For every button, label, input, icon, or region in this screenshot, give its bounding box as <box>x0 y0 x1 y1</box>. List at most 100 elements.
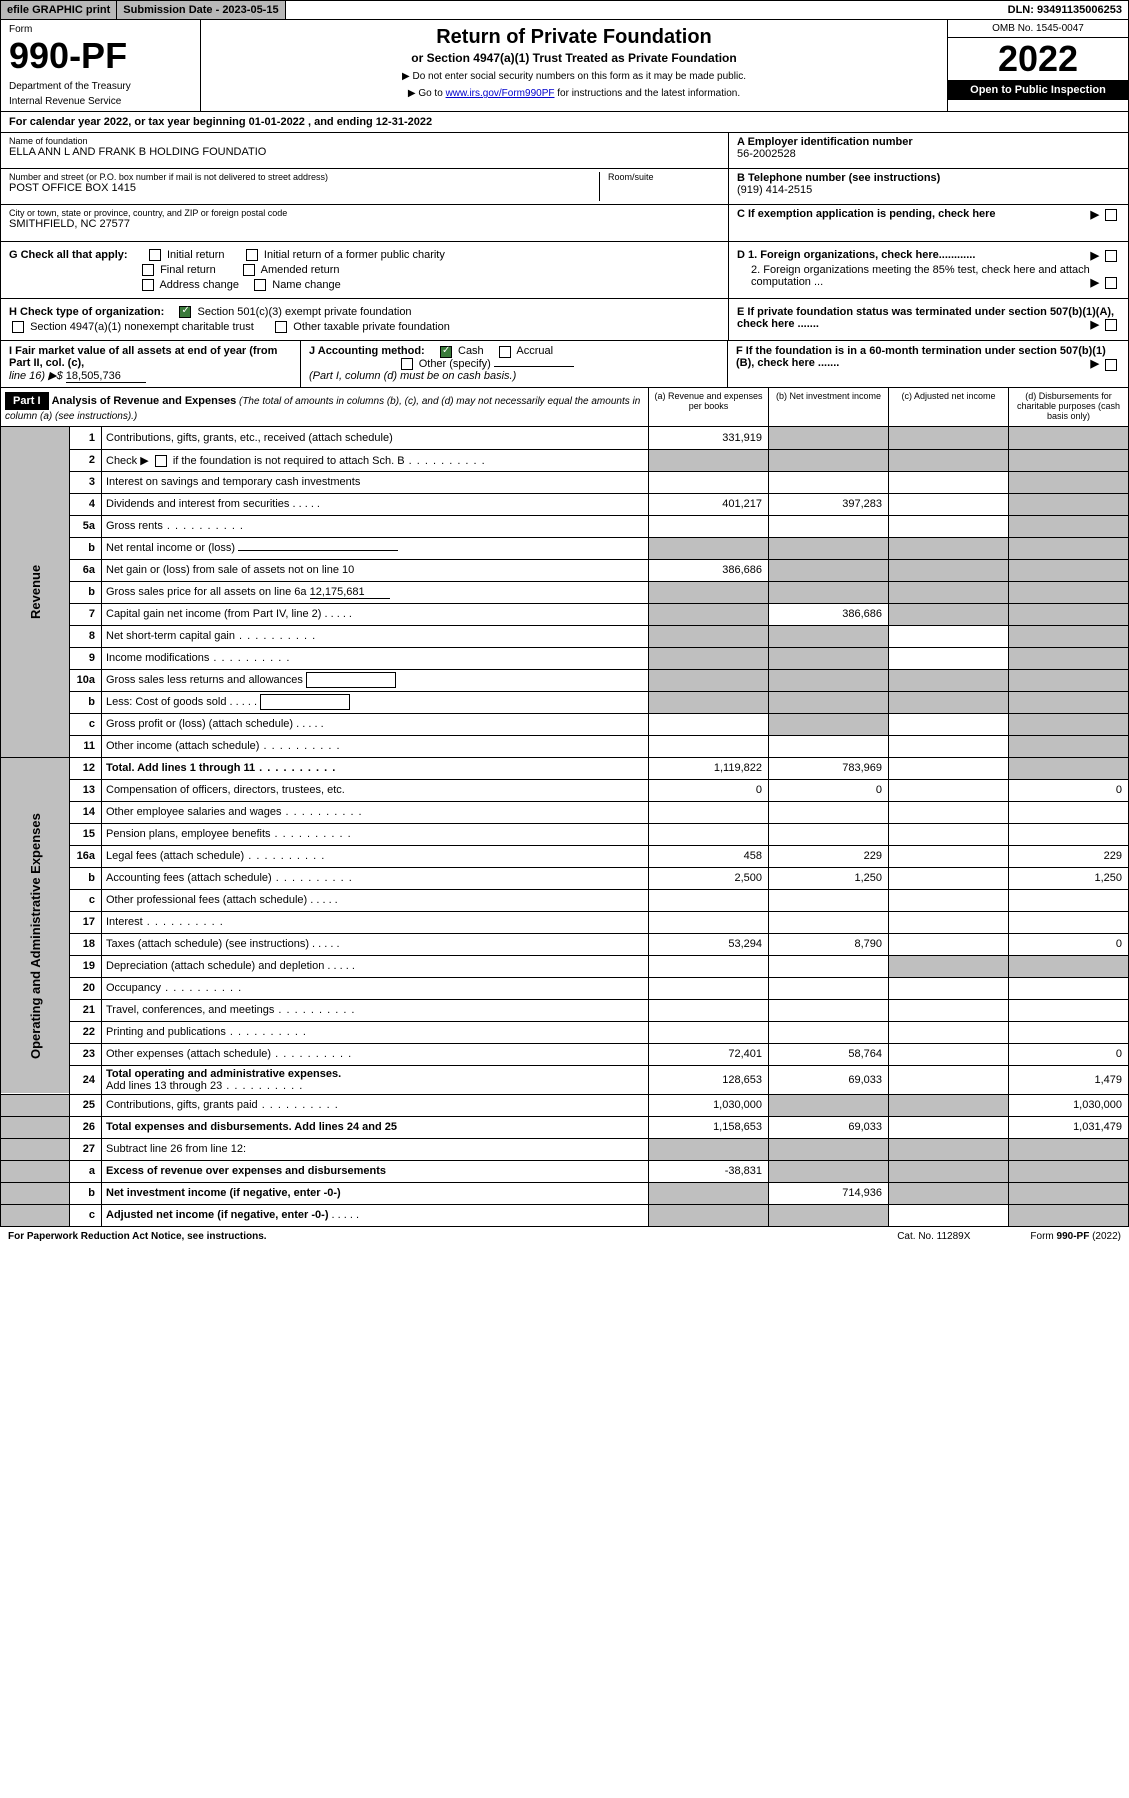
d2-label: 2. Foreign organizations meeting the 85%… <box>751 264 1090 288</box>
l7-desc: Capital gain net income (from Part IV, l… <box>106 608 321 620</box>
instr2-post: for instructions and the latest informat… <box>554 88 740 99</box>
form-number: 990-PF <box>9 35 192 77</box>
addr-change-checkbox[interactable] <box>142 279 154 291</box>
initial-former-checkbox[interactable] <box>246 249 258 261</box>
i-line-label: line 16) ▶$ <box>9 370 63 382</box>
l16b-a: 2,500 <box>649 867 769 889</box>
line-23: 23Other expenses (attach schedule)72,401… <box>1 1043 1129 1065</box>
l16a-desc: Legal fees (attach schedule) <box>106 850 244 862</box>
d1-label: D 1. Foreign organizations, check here..… <box>737 249 975 261</box>
col-d-header: (d) Disbursements for charitable purpose… <box>1008 388 1128 426</box>
other-tax-checkbox[interactable] <box>275 321 287 333</box>
other-tax-label: Other taxable private foundation <box>293 321 450 333</box>
line-8: 8Net short-term capital gain <box>1 625 1129 647</box>
l16b-desc: Accounting fees (attach schedule) <box>106 872 272 884</box>
l26-b: 69,033 <box>769 1116 889 1138</box>
d2-checkbox[interactable] <box>1105 277 1117 289</box>
l1-b <box>769 427 889 449</box>
room-label: Room/suite <box>608 172 720 182</box>
line-4: 4Dividends and interest from securities4… <box>1 493 1129 515</box>
l26-a: 1,158,653 <box>649 1116 769 1138</box>
l24-d: 1,479 <box>1009 1065 1129 1094</box>
name-label: Name of foundation <box>9 136 720 146</box>
footer-left: For Paperwork Reduction Act Notice, see … <box>8 1231 267 1242</box>
line-16a: 16aLegal fees (attach schedule)458229229 <box>1 845 1129 867</box>
line-6a: 6aNet gain or (loss) from sale of assets… <box>1 559 1129 581</box>
identification-block: Name of foundation ELLA ANN L AND FRANK … <box>0 133 1129 242</box>
name-change-checkbox[interactable] <box>254 279 266 291</box>
d1-checkbox[interactable] <box>1105 250 1117 262</box>
calendar-year-row: For calendar year 2022, or tax year begi… <box>0 112 1129 133</box>
line-18: 18Taxes (attach schedule) (see instructi… <box>1 933 1129 955</box>
l12-desc: Total. Add lines 1 through 11 <box>106 762 255 774</box>
revenue-side-label: Revenue <box>1 427 70 757</box>
l23-d: 0 <box>1009 1043 1129 1065</box>
line-14: 14Other employee salaries and wages <box>1 801 1129 823</box>
l2-no: 2 <box>70 449 102 471</box>
name-change-label: Name change <box>272 279 341 291</box>
line-5b: bNet rental income or (loss) <box>1 537 1129 559</box>
l16b-d: 1,250 <box>1009 867 1129 889</box>
e-checkbox[interactable] <box>1105 319 1117 331</box>
f-checkbox[interactable] <box>1105 359 1117 371</box>
expenses-side-label: Operating and Administrative Expenses <box>1 779 70 1094</box>
l16c-desc: Other professional fees (attach schedule… <box>106 894 307 906</box>
final-return-label: Final return <box>160 264 216 276</box>
l12-a: 1,119,822 <box>649 757 769 779</box>
l13-b: 0 <box>769 779 889 801</box>
exempt-checkbox[interactable] <box>1105 209 1117 221</box>
line-16c: cOther professional fees (attach schedul… <box>1 889 1129 911</box>
cash-checkbox[interactable] <box>440 346 452 358</box>
dln: DLN: 93491135006253 <box>1002 1 1128 19</box>
l24-a: 128,653 <box>649 1065 769 1094</box>
l16a-a: 458 <box>649 845 769 867</box>
l26-d: 1,031,479 <box>1009 1116 1129 1138</box>
city-row: City or town, state or province, country… <box>1 205 728 241</box>
line-27b: bNet investment income (if negative, ent… <box>1 1182 1129 1204</box>
footer-right: Form 990-PF (2022) <box>1030 1231 1121 1242</box>
501c3-label: Section 501(c)(3) exempt private foundat… <box>198 306 412 318</box>
col-b-header: (b) Net investment income <box>768 388 888 426</box>
part1-title: Analysis of Revenue and Expenses <box>52 395 237 407</box>
addr-row: Number and street (or P.O. box number if… <box>1 169 728 205</box>
line-6b: bGross sales price for all assets on lin… <box>1 581 1129 603</box>
l16a-b: 229 <box>769 845 889 867</box>
l14-desc: Other employee salaries and wages <box>106 806 281 818</box>
line-27a: aExcess of revenue over expenses and dis… <box>1 1160 1129 1182</box>
line-9: 9Income modifications <box>1 647 1129 669</box>
tel-row: B Telephone number (see instructions) (9… <box>729 169 1128 205</box>
f-label: F If the foundation is in a 60-month ter… <box>736 345 1106 369</box>
ein-row: A Employer identification number 56-2002… <box>729 133 1128 169</box>
line-27c: cAdjusted net income (if negative, enter… <box>1 1204 1129 1226</box>
form990pf-link[interactable]: www.irs.gov/Form990PF <box>446 88 555 99</box>
amended-checkbox[interactable] <box>243 264 255 276</box>
j-label: J Accounting method: <box>309 345 425 357</box>
initial-return-checkbox[interactable] <box>149 249 161 261</box>
addr-label: Number and street (or P.O. box number if… <box>9 172 591 182</box>
l1-desc: Contributions, gifts, grants, etc., rece… <box>102 427 649 449</box>
part1-label: Part I <box>5 392 49 410</box>
line-27: 27Subtract line 26 from line 12: <box>1 1138 1129 1160</box>
501c3-checkbox[interactable] <box>179 306 191 318</box>
e-label: E If private foundation status was termi… <box>737 306 1114 330</box>
line-21: 21Travel, conferences, and meetings <box>1 999 1129 1021</box>
schb-checkbox[interactable] <box>155 455 167 467</box>
other-method-checkbox[interactable] <box>401 358 413 370</box>
4947-checkbox[interactable] <box>12 321 24 333</box>
line-16b: bAccounting fees (attach schedule)2,5001… <box>1 867 1129 889</box>
l4-a: 401,217 <box>649 493 769 515</box>
l1-a: 331,919 <box>649 427 769 449</box>
l10b-desc: Less: Cost of goods sold <box>106 696 226 708</box>
tel-label: B Telephone number (see instructions) <box>737 172 1120 184</box>
l4-b: 397,283 <box>769 493 889 515</box>
footer-mid: Cat. No. 11289X <box>897 1231 970 1242</box>
top-bar: efile GRAPHIC print Submission Date - 20… <box>0 0 1129 20</box>
line-22: 22Printing and publications <box>1 1021 1129 1043</box>
accrual-checkbox[interactable] <box>499 346 511 358</box>
header-right: OMB No. 1545-0047 2022 Open to Public In… <box>948 20 1128 111</box>
l20-desc: Occupancy <box>106 982 161 994</box>
final-return-checkbox[interactable] <box>142 264 154 276</box>
l11-desc: Other income (attach schedule) <box>106 740 259 752</box>
l16b-b: 1,250 <box>769 867 889 889</box>
l7-b: 386,686 <box>769 603 889 625</box>
